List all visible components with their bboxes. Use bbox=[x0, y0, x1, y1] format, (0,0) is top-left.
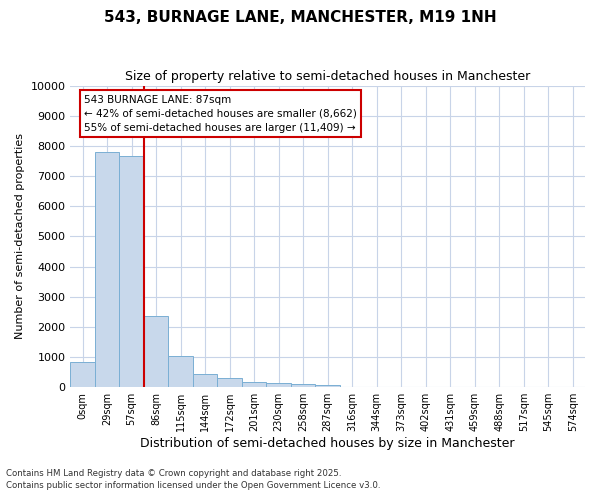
Bar bbox=[193, 374, 217, 387]
Y-axis label: Number of semi-detached properties: Number of semi-detached properties bbox=[15, 134, 25, 340]
Bar bbox=[169, 356, 193, 387]
Text: Contains HM Land Registry data © Crown copyright and database right 2025.
Contai: Contains HM Land Registry data © Crown c… bbox=[6, 468, 380, 490]
Bar bbox=[70, 362, 95, 387]
X-axis label: Distribution of semi-detached houses by size in Manchester: Distribution of semi-detached houses by … bbox=[140, 437, 515, 450]
Title: Size of property relative to semi-detached houses in Manchester: Size of property relative to semi-detach… bbox=[125, 70, 530, 83]
Bar bbox=[242, 382, 266, 387]
Text: 543 BURNAGE LANE: 87sqm
← 42% of semi-detached houses are smaller (8,662)
55% of: 543 BURNAGE LANE: 87sqm ← 42% of semi-de… bbox=[84, 94, 357, 132]
Bar bbox=[119, 156, 144, 387]
Bar bbox=[291, 384, 316, 387]
Bar bbox=[266, 384, 291, 387]
Bar bbox=[217, 378, 242, 387]
Bar bbox=[144, 316, 169, 387]
Text: 543, BURNAGE LANE, MANCHESTER, M19 1NH: 543, BURNAGE LANE, MANCHESTER, M19 1NH bbox=[104, 10, 496, 25]
Bar bbox=[316, 386, 340, 387]
Bar bbox=[340, 386, 364, 387]
Bar bbox=[95, 152, 119, 387]
